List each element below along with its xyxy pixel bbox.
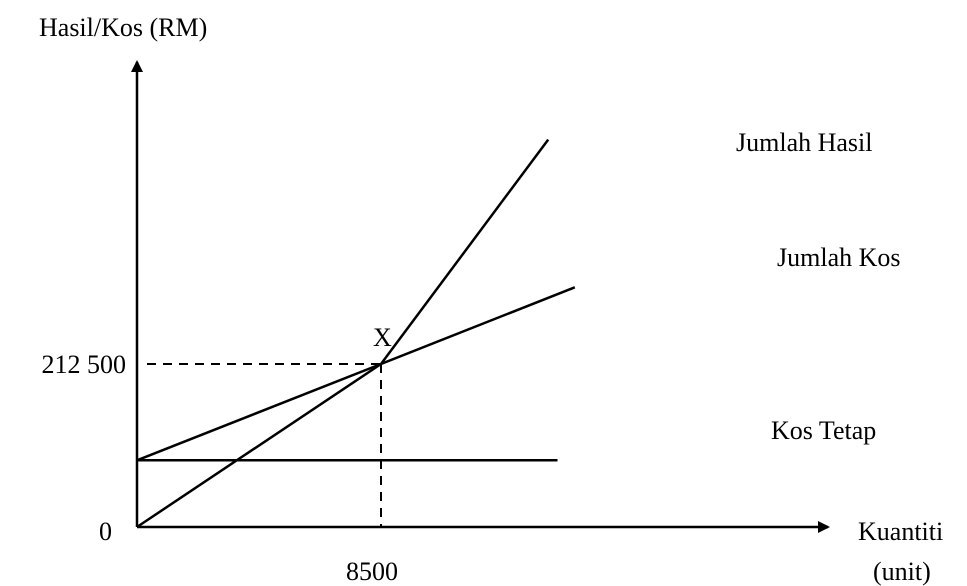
series-label-jumlah-hasil: Jumlah Hasil: [736, 128, 873, 157]
series-labels: Jumlah Hasil Jumlah Kos Kos Tetap: [736, 128, 901, 445]
x-axis-label-line-2: (unit): [873, 557, 931, 586]
series-label-kos-tetap: Kos Tetap: [771, 416, 876, 445]
series-layer: [136, 138, 576, 529]
break-even-guides: [147, 363, 382, 527]
break-even-y-tick: 212 500: [42, 350, 127, 379]
x-axis-label-line-1: Kuantiti: [858, 517, 943, 546]
break-even-point-label: X: [373, 323, 392, 352]
break-even-x-tick: 8500: [346, 557, 398, 586]
origin-label: 0: [99, 517, 112, 546]
y-axis-label: Hasil/Kos (RM): [39, 13, 207, 42]
series-line-jumlah-kos: [136, 286, 576, 462]
series-line-jumlah-hasil: [136, 138, 550, 529]
series-label-jumlah-kos: Jumlah Kos: [777, 243, 901, 272]
